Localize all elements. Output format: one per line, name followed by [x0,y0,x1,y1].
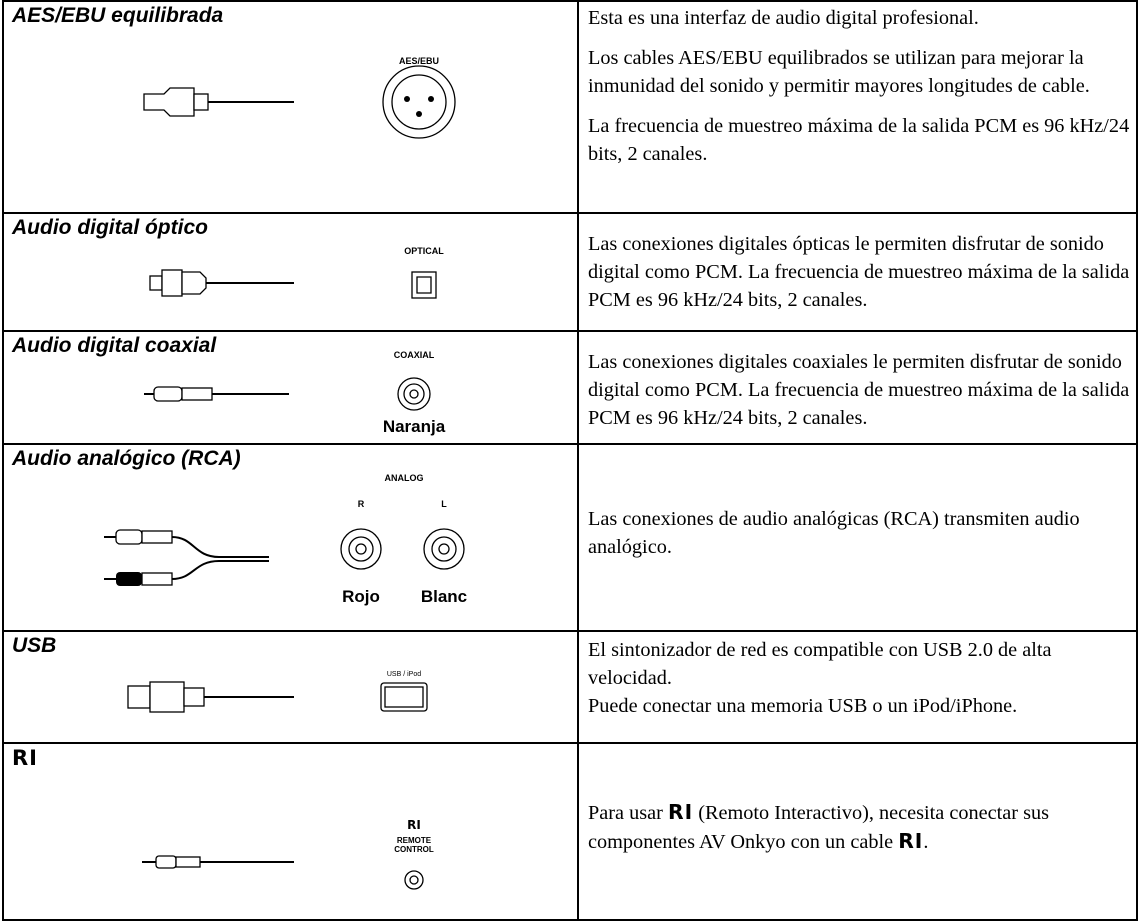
illustration: ANALOG R L Rojo Blanc [104,473,467,606]
graphic [404,96,410,102]
graphic [149,681,185,713]
channel-label: L [441,499,447,509]
paragraph: Los cables AES/EBU equilibrados se utili… [588,47,1090,97]
graphic [149,275,163,291]
row-title: RI [12,746,38,770]
left-cell: Audio analógico (RCA) ANALOG R L Rojo Bl… [4,445,579,630]
paragraph: La frecuencia de muestreo máxima de la s… [588,115,1130,165]
paragraph: Esta es una interfaz de audio digital pr… [588,7,979,29]
text: . [923,830,929,853]
text: Para usar [588,801,668,824]
paragraph: El sintonizador de red es compatible con… [588,639,1052,689]
graphic [143,87,195,117]
connector-label: OPTICAL [404,246,444,256]
color-label: Naranja [383,417,446,436]
connector-label: RI [407,818,421,832]
row: Audio digital coaxial COAXIAL Naranja La… [4,332,1136,445]
graphic [409,875,419,885]
row: Audio digital óptico OPTICAL Las conexio… [4,214,1136,332]
graphic [416,276,432,294]
row: AES/EBU equilibrada AES/EBU Esta es una … [4,2,1136,214]
graphic [153,386,183,402]
paragraph: Las conexiones digitales coaxiales le pe… [588,351,1130,429]
illustration: USB / iPod [127,671,428,713]
graphic [438,543,450,555]
graphic [161,269,183,297]
left-cell: Audio digital óptico OPTICAL [4,214,579,330]
graphic [183,687,205,707]
row-title: Audio digital óptico [12,216,208,239]
connector-label: COAXIAL [394,350,435,360]
illustration: COAXIAL Naranja [144,350,446,436]
row: RI RI REMOTE CONTROL Para usar RI (Remot… [4,744,1136,921]
row: USB USB / iPod El sintonizador de red es… [4,632,1136,744]
connector-label: CONTROL [394,845,434,854]
left-cell: USB USB / iPod [4,632,579,742]
row-title: Audio digital coaxial [12,334,217,357]
connector-label: REMOTE [397,836,432,845]
text: (Remoto Interactivo), necesita conectar … [588,801,1050,853]
ri-logo: RI [898,828,924,853]
description: Las conexiones digitales coaxiales le pe… [579,332,1136,443]
color-label: Blanc [421,587,467,606]
connector-label: USB / iPod [387,671,421,678]
row-title: AES/EBU equilibrada [12,4,224,27]
paragraph: Puede conectar una memoria USB o un iPod… [588,695,1018,717]
graphic [127,685,151,709]
graphic [181,387,213,401]
connector-label: AES/EBU [399,56,439,66]
paragraph: Las conexiones de audio analógicas (RCA)… [588,507,1080,558]
graphic [391,74,447,130]
left-cell: AES/EBU equilibrada AES/EBU [4,2,579,212]
graphic [171,536,269,558]
description: Las conexiones digitales ópticas le perm… [579,214,1136,330]
description: El sintonizador de red es compatible con… [579,632,1136,742]
left-cell: Audio digital coaxial COAXIAL Naranja [4,332,579,443]
left-cell: RI RI REMOTE CONTROL [4,744,579,919]
graphic [116,572,142,586]
graphic [384,686,424,708]
graphic [155,855,177,869]
illustration: RI REMOTE CONTROL [142,818,434,890]
row-title: Audio analógico (RCA) [12,447,241,470]
channel-label: R [358,499,365,509]
graphic [141,572,173,586]
illustration: AES/EBU [143,56,456,139]
row: Audio analógico (RCA) ANALOG R L Rojo Bl… [4,445,1136,632]
graphic [355,543,367,555]
graphic [193,93,209,111]
description: Para usar RI (Remoto Interactivo), neces… [579,744,1136,919]
row-title: USB [12,634,57,657]
illustration: OPTICAL [149,246,444,299]
graphic [115,529,143,545]
graphic [175,856,201,868]
paragraph: Las conexiones digitales ópticas le perm… [588,233,1130,311]
connector-label: ANALOG [385,473,424,483]
color-label: Rojo [342,587,380,606]
graphic [428,96,434,102]
graphic [416,111,422,117]
paragraph: Para usar RI (Remoto Interactivo), neces… [588,798,1132,856]
graphic [409,389,419,399]
graphic [181,271,207,295]
ri-logo: RI [667,799,694,824]
graphic [171,560,269,580]
graphic [141,530,173,544]
description: Las conexiones de audio analógicas (RCA)… [579,445,1136,630]
description: Esta es una interfaz de audio digital pr… [579,2,1136,212]
